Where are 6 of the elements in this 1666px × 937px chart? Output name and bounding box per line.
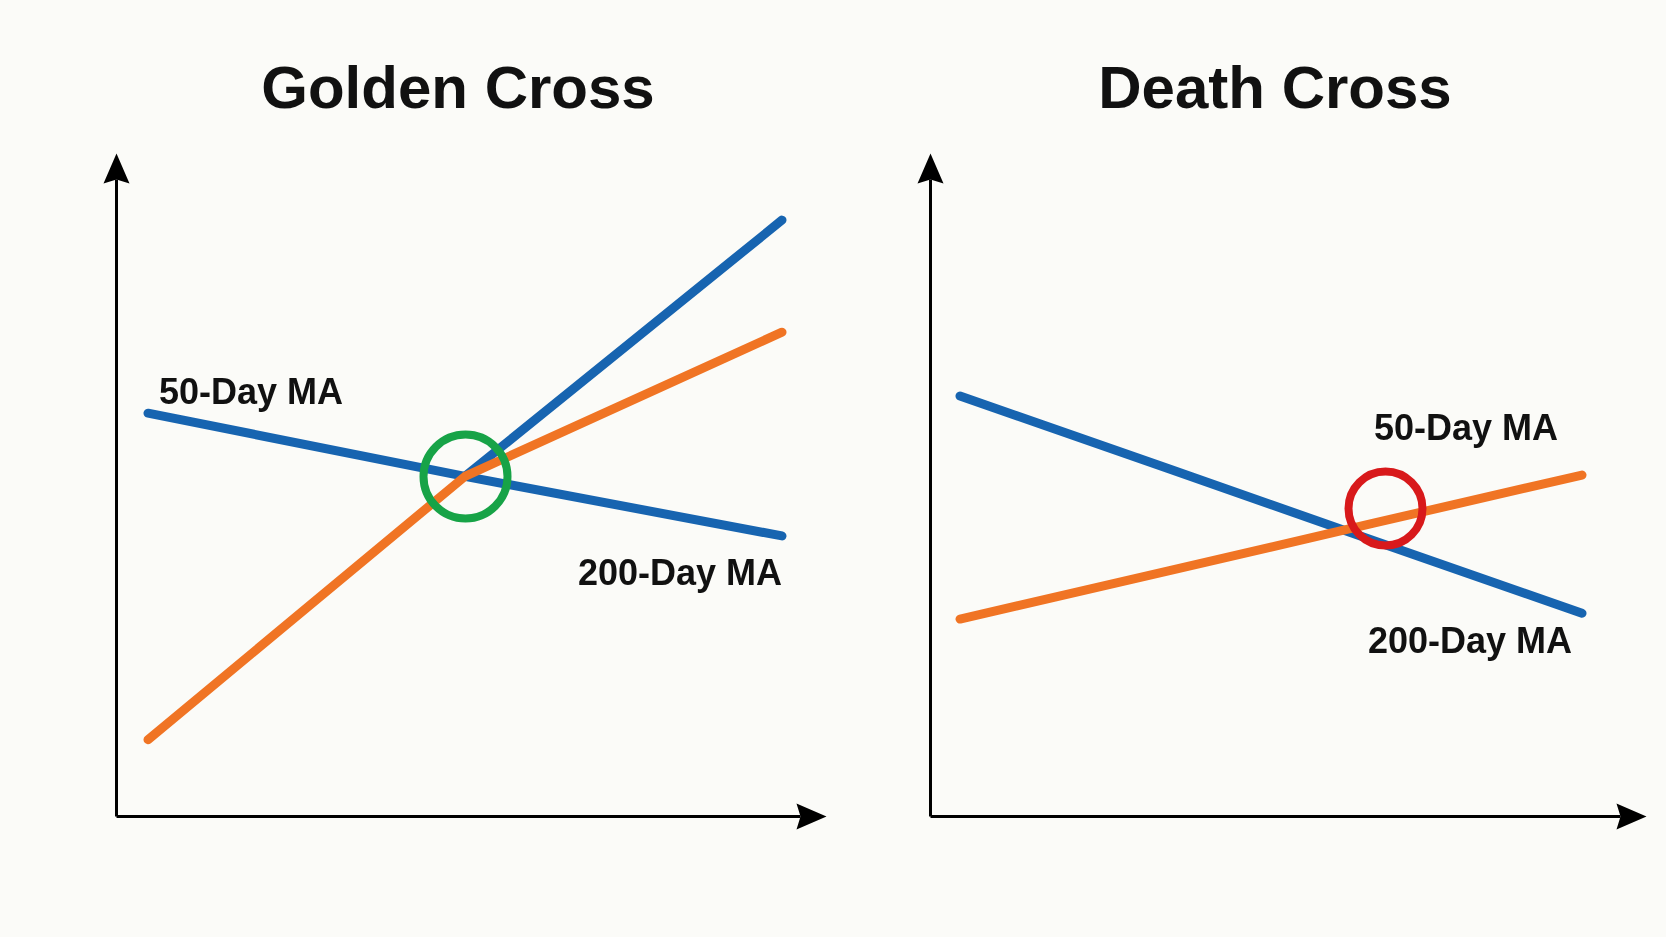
- annotation: 200-Day MA: [577, 552, 782, 593]
- chart-title: Death Cross: [1098, 54, 1452, 121]
- annotation: 50-Day MA: [1373, 407, 1559, 448]
- chart-title: Golden Cross: [261, 54, 655, 121]
- annotation: 50-Day MA: [158, 371, 344, 412]
- annotation: 200-Day MA: [1367, 620, 1573, 661]
